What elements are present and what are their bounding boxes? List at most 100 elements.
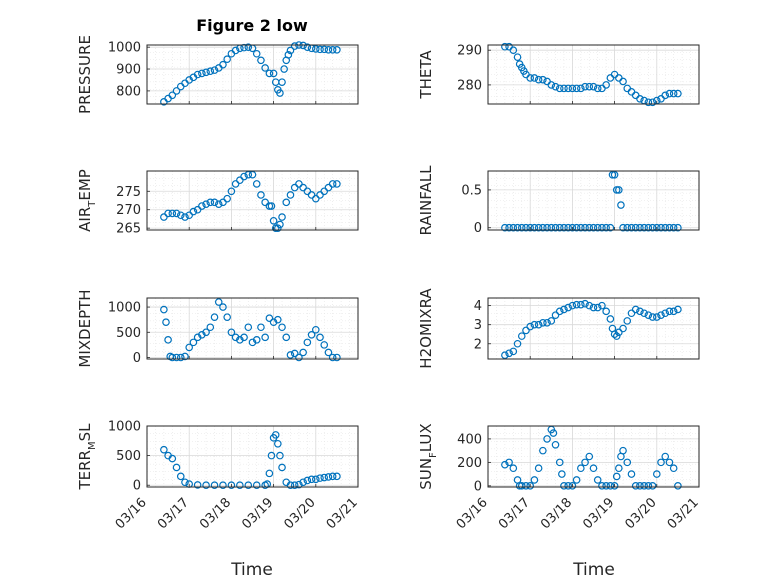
data-point <box>316 333 324 342</box>
data-point <box>274 315 282 324</box>
data-point <box>160 213 168 221</box>
data-point <box>674 223 682 232</box>
data-point <box>176 353 185 362</box>
data-point <box>286 351 295 359</box>
data-point <box>674 89 682 98</box>
data-point <box>568 482 577 490</box>
data-point <box>644 98 653 107</box>
axes-box <box>146 425 359 488</box>
y-tick-label: 500 <box>116 449 141 464</box>
data-point <box>278 78 286 86</box>
x-tick-label: 03/18 <box>197 495 234 532</box>
y-tick-label: 1000 <box>108 301 141 316</box>
data-point <box>244 43 253 51</box>
data-point <box>589 303 598 312</box>
data-point <box>172 209 181 218</box>
x-axis-label-right: Time <box>572 560 615 580</box>
subplot-mixdepth: 0 500 1000 MIXDEPTH <box>76 289 359 368</box>
data-point <box>555 458 564 467</box>
data-point <box>206 67 215 76</box>
data-point <box>240 43 248 52</box>
data-point <box>623 223 632 232</box>
data-point <box>606 315 615 323</box>
data-point <box>669 464 678 473</box>
data-point <box>176 472 185 481</box>
data-point <box>602 307 610 316</box>
data-point <box>551 223 560 232</box>
data-point <box>223 313 231 321</box>
y-tick-label: 500 <box>116 326 141 341</box>
subplot-grid: 800 900 1000 PRESSURE 280 290 THETA 265 270 275 AI… <box>76 35 702 532</box>
data-point <box>551 82 560 91</box>
data-point <box>534 320 543 329</box>
data-point <box>623 458 632 467</box>
x-tick-label: 03/19 <box>580 495 617 532</box>
x-tick-label: 03/16 <box>113 495 150 532</box>
data-point <box>198 69 206 78</box>
data-point <box>619 77 627 86</box>
data-point <box>307 475 316 484</box>
data-point <box>219 198 227 207</box>
axes-box <box>146 170 359 231</box>
data-point <box>198 202 206 210</box>
data-point <box>210 66 219 74</box>
data-point <box>316 45 324 54</box>
data-point <box>585 82 594 91</box>
data-point <box>513 53 522 61</box>
data-point <box>640 309 648 318</box>
data-point <box>333 472 341 481</box>
data-point <box>316 474 324 482</box>
data-point <box>581 458 589 467</box>
data-point <box>168 209 177 218</box>
data-point <box>530 74 539 82</box>
data-point <box>181 213 189 221</box>
data-point <box>164 209 172 218</box>
y-tick-label: 290 <box>457 44 482 59</box>
data-point <box>534 75 543 84</box>
data-point <box>193 205 202 214</box>
x-tick-label: 03/18 <box>538 495 575 532</box>
y-axis-label: PRESSURE <box>76 35 94 114</box>
data-point <box>505 223 513 232</box>
y-tick-label: 0 <box>133 479 141 494</box>
data-point <box>593 84 602 93</box>
data-point <box>661 309 670 318</box>
data-point <box>284 51 293 59</box>
data-point <box>539 75 547 84</box>
data-point <box>513 223 522 232</box>
y-tick-label: 400 <box>457 432 482 447</box>
data-point <box>219 303 227 311</box>
data-point <box>589 82 598 91</box>
data-point <box>623 317 632 325</box>
data-point <box>543 318 551 327</box>
data-point <box>627 470 636 478</box>
data-point <box>278 323 286 332</box>
data-point <box>539 318 547 327</box>
data-point <box>210 481 219 490</box>
data-point <box>549 429 558 437</box>
data-point <box>231 180 240 188</box>
data-point <box>517 332 526 340</box>
data-point <box>206 323 215 332</box>
data-point <box>303 187 312 196</box>
data-point <box>572 223 581 232</box>
data-point <box>602 482 610 490</box>
data-point <box>547 81 556 89</box>
data-point <box>652 223 661 232</box>
data-point <box>522 326 530 335</box>
data-point <box>290 481 299 490</box>
y-tick-label: 3 <box>474 318 482 333</box>
data-point <box>328 46 337 54</box>
data-point <box>193 70 202 79</box>
data-point <box>568 223 577 232</box>
data-point <box>612 332 621 340</box>
data-point <box>269 216 278 225</box>
x-tick-label: 03/21 <box>665 495 702 532</box>
axes-box <box>487 170 700 231</box>
data-point <box>236 176 244 185</box>
x-tick-label: 03/21 <box>324 495 361 532</box>
data-point <box>299 478 307 487</box>
data-point <box>206 198 215 207</box>
data-point <box>252 336 261 344</box>
data-point <box>564 482 572 490</box>
